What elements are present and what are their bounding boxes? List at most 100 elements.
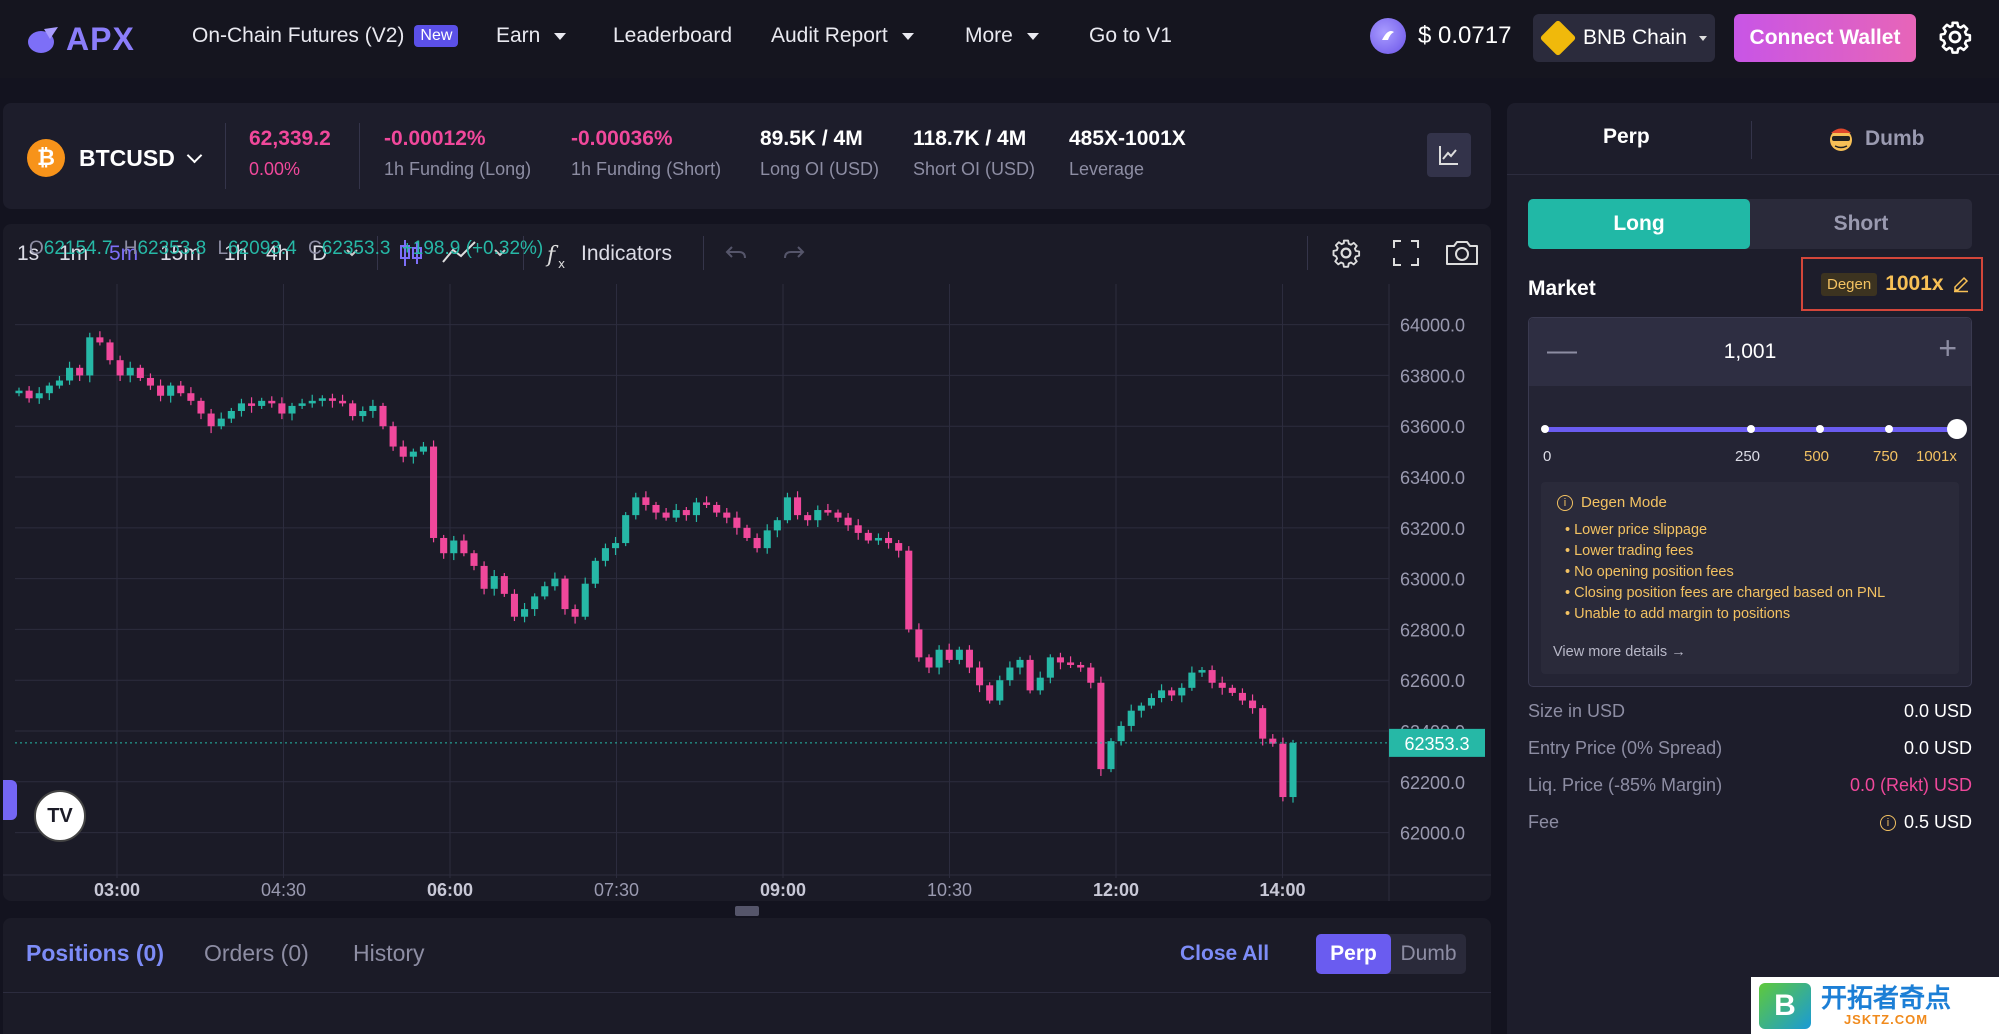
degen-mode-info: i Degen Mode • Lower price slippage • Lo… [1541, 482, 1959, 674]
chart-toggle-button[interactable] [1427, 133, 1471, 177]
timeframe-1s[interactable]: 1s [17, 242, 40, 265]
nav-audit-report[interactable]: Audit Report [771, 24, 914, 48]
apx-logo[interactable]: APX [26, 21, 135, 58]
tab-history[interactable]: History [353, 940, 425, 966]
open-key: O [29, 238, 44, 259]
funding-short: -0.00036% 1h Funding (Short) [571, 127, 721, 180]
candle-body [1026, 659, 1034, 691]
candle-body [955, 649, 963, 660]
increment-button[interactable]: + [1938, 330, 1957, 366]
leverage-input[interactable]: 1,001 [1723, 340, 1777, 363]
candle-body [541, 586, 549, 597]
candle-body [733, 517, 741, 528]
edit-pencil-icon[interactable] [1952, 275, 1970, 293]
candle-body [167, 385, 175, 396]
view-more-details-link[interactable]: View more details → [1553, 644, 1686, 660]
x-tick-label: 06:00 [427, 880, 473, 900]
decrement-button[interactable]: — [1547, 334, 1577, 367]
y-tick-label: 63000.0 [1400, 570, 1465, 590]
candle-body [35, 393, 43, 399]
chain-name: BNB Chain [1583, 26, 1687, 49]
timeframe-1h[interactable]: 1h [224, 242, 248, 265]
nav-more[interactable]: More [965, 24, 1039, 48]
candle-body [662, 512, 670, 518]
candle-body [1249, 700, 1257, 709]
candle-body [874, 537, 882, 541]
timeframe-1m[interactable]: 1m [59, 242, 89, 265]
candle-body [197, 400, 205, 414]
chevron-down-icon[interactable] [345, 246, 359, 260]
price-value: 62,339.2 [249, 127, 331, 150]
candle-body [339, 400, 347, 404]
svg-text:x: x [558, 257, 565, 270]
stat-value: -0.00012% [384, 127, 486, 150]
pair-selector[interactable]: ₿ BTCUSD [27, 139, 203, 177]
timeframe-15m[interactable]: 15m [160, 242, 201, 265]
candle-body [561, 578, 569, 610]
candle-body [753, 537, 761, 549]
y-tick-label: 64000.0 [1400, 316, 1465, 336]
settings-gear-icon[interactable] [1938, 20, 1972, 54]
tab-label: Dumb [1865, 127, 1925, 150]
nav-on-chain-futures[interactable]: On-Chain Futures (V2) New [192, 24, 459, 48]
nav-leaderboard[interactable]: Leaderboard [613, 24, 732, 48]
timeframe-4h[interactable]: 4h [266, 242, 290, 265]
tab-orders[interactable]: Orders (0) [204, 940, 309, 966]
candle-body [1198, 670, 1206, 673]
leverage-slider-knob[interactable] [1947, 419, 1967, 439]
candle-body [652, 504, 660, 513]
resize-handle[interactable] [735, 906, 759, 916]
candle-body [146, 377, 154, 386]
nav-go-to-v1[interactable]: Go to V1 [1089, 24, 1172, 48]
candle-body [237, 403, 245, 411]
candle-body [1056, 657, 1064, 663]
x-tick-label: 14:00 [1259, 880, 1305, 900]
tab-positions[interactable]: Positions (0) [26, 940, 165, 966]
leverage-editor[interactable]: Degen 1001x [1801, 257, 1983, 311]
price-change: 0.00% [249, 159, 301, 179]
connect-wallet-button[interactable]: Connect Wallet [1734, 14, 1916, 62]
candle-body [773, 520, 781, 531]
candlestick-type-icon[interactable] [399, 238, 423, 268]
redo-icon[interactable] [783, 244, 805, 262]
tradingview-logo-icon[interactable]: TV [34, 790, 86, 842]
timeframe-5m[interactable]: 5m [109, 242, 139, 265]
degen-feature: • No opening position fees [1565, 564, 1734, 580]
nav-earn[interactable]: Earn [496, 24, 567, 48]
candle-body [298, 403, 306, 406]
camera-snapshot-icon[interactable] [1444, 238, 1480, 268]
timeframe-d[interactable]: D [312, 242, 328, 265]
slider-label: 750 [1873, 448, 1899, 465]
function-fx-icon[interactable]: f x [545, 238, 571, 270]
fullscreen-icon[interactable] [1391, 238, 1421, 268]
seg-dumb[interactable]: Dumb [1400, 942, 1457, 965]
y-tick-label: 63600.0 [1400, 417, 1465, 437]
close-all-button[interactable]: Close All [1180, 942, 1270, 965]
chain-selector[interactable]: BNB Chain [1533, 14, 1715, 62]
order-type-label: Market [1528, 277, 1596, 300]
long-oi: 89.5K / 4M Long OI (USD) [760, 127, 879, 180]
info-icon[interactable]: i [1879, 815, 1896, 832]
short-button[interactable]: Short [1833, 212, 1889, 235]
indicators-button[interactable]: Indicators [581, 242, 673, 265]
chart-grid [15, 284, 1389, 878]
undo-icon[interactable] [725, 244, 747, 262]
candle-body [834, 512, 842, 518]
chart-settings-icon[interactable] [1331, 238, 1361, 268]
candle-body [1289, 742, 1297, 798]
size-row: Size in USD 0.0 USD [1528, 701, 1972, 722]
tab-perp[interactable]: Perp [1603, 125, 1650, 148]
long-button[interactable]: Long [1528, 199, 1750, 249]
price-chart[interactable]: 64000.0 63800.0 63600.0 63400.0 63200.0 63000… [3, 284, 1491, 901]
chevron-down-icon[interactable] [493, 246, 507, 260]
seg-perp[interactable]: Perp [1316, 934, 1391, 974]
drawing-panel-toggle[interactable] [3, 780, 17, 820]
nav-label: Earn [496, 24, 541, 47]
tab-dumb[interactable]: Dumb [1827, 125, 1925, 153]
candle-body [521, 609, 529, 617]
candle-body [986, 685, 994, 701]
drawing-line-icon[interactable] [441, 238, 477, 268]
x-tick-label: 12:00 [1093, 880, 1139, 900]
candle-body [359, 410, 367, 417]
watermark-logo: B [1759, 982, 1811, 1029]
